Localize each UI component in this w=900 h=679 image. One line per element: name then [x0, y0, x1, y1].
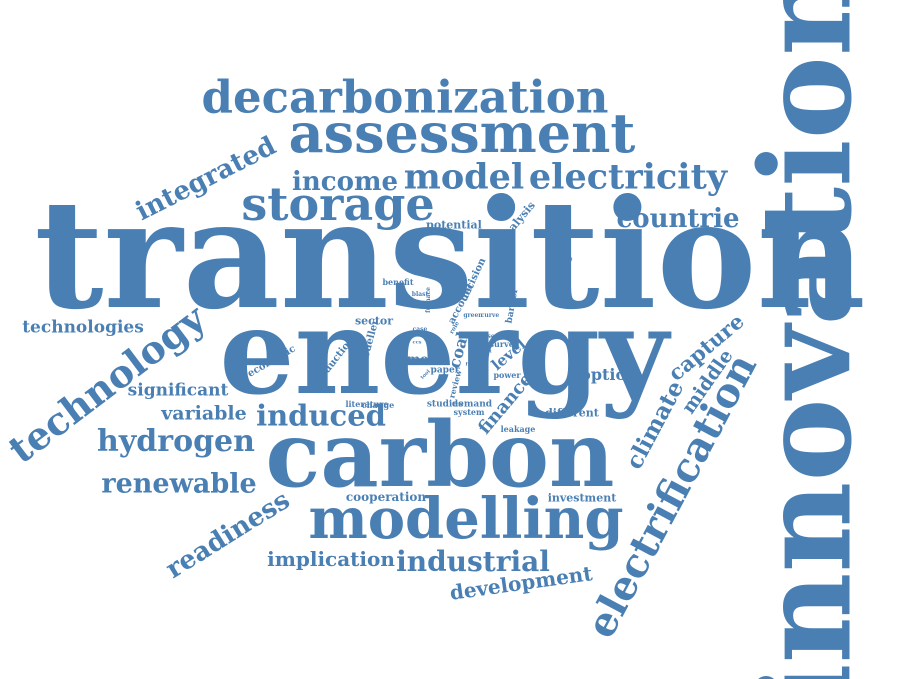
word-sector: sector	[354, 314, 394, 328]
word-green: green	[463, 312, 483, 319]
word-literature: literature	[345, 399, 389, 409]
word-implication: implication	[267, 547, 395, 571]
word-technologies: technologies	[22, 317, 144, 338]
word-blast: blast	[411, 291, 429, 298]
word-curve: curve	[480, 312, 500, 319]
word-different: different	[545, 406, 599, 420]
word-investment: investment	[547, 491, 617, 505]
word-modelling: modelling	[308, 486, 624, 552]
word-industrial: industrial	[396, 545, 550, 578]
word-income: income	[291, 167, 399, 197]
word-studies: studies	[426, 399, 464, 410]
word-decarbonization: decarbonization	[201, 70, 609, 124]
word-transition: transition	[34, 167, 866, 343]
word-renewable: renewable	[101, 468, 257, 500]
word-ccs: ccs	[412, 339, 422, 346]
word-assessment: assessment	[288, 101, 636, 165]
word-menu: menu	[406, 352, 448, 368]
word-leakage: leakage	[500, 424, 536, 434]
word-induced: induced	[256, 398, 386, 433]
word-used: used	[483, 333, 499, 340]
word-cooperation: cooperation	[345, 490, 427, 504]
word-cost: cost	[480, 348, 492, 355]
word-case: case	[412, 326, 428, 333]
word-innovation: innovation	[733, 0, 880, 679]
word-fund: fund	[465, 361, 479, 368]
word-significant: significant	[127, 380, 229, 401]
word-change: change	[361, 400, 395, 410]
word-storage: storage	[241, 177, 435, 231]
word-furnace: furnace	[425, 287, 432, 313]
word-system: system	[453, 407, 485, 417]
word-model: model	[403, 156, 525, 198]
word-paper: paper	[430, 365, 460, 376]
word-carbon: carbon	[265, 402, 615, 508]
word-benefit: benefit	[382, 277, 414, 287]
word-option: option	[580, 365, 638, 384]
word-survey: survey	[489, 339, 519, 349]
word-countrie: countrie	[616, 204, 740, 234]
word-demand: demand	[451, 399, 493, 410]
word-energy: energy	[219, 282, 669, 421]
word-hydrogen: hydrogen	[97, 424, 255, 459]
word-variable: variable	[161, 402, 247, 425]
word-power: power	[493, 370, 521, 380]
word-electricity: electricity	[528, 156, 728, 198]
word-potential: potential	[426, 218, 482, 232]
